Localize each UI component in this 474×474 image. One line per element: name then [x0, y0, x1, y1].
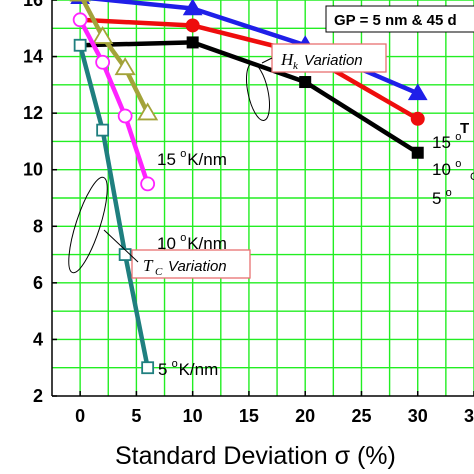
data-point-square [186, 36, 199, 49]
label-tc-5-degree: o [172, 358, 178, 370]
y-tick-label: 10 [23, 160, 43, 180]
series-line [80, 40, 419, 155]
label-tc-10-unit: K/nm [187, 234, 227, 253]
label-hk-5-degree: o [446, 187, 452, 199]
data-point-circle [72, 12, 88, 28]
data-point-circle [140, 176, 156, 192]
label-tc-10: 10 o K/nm [157, 232, 227, 253]
tc-word: Variation [168, 258, 227, 275]
hk-symbol: H [280, 50, 295, 69]
label-tc-5-number: 5 [158, 360, 167, 379]
tick-labels: 2 4 6 8 10 12 14 16 0 5 10 15 20 25 30 35 [23, 0, 474, 426]
series-line [77, 44, 150, 369]
data-point-triangle [92, 25, 114, 44]
x-tick-label: 35 [464, 406, 474, 426]
data-point-square [118, 248, 132, 261]
y-tick-label: 14 [23, 47, 43, 67]
data-point-square [96, 123, 110, 137]
x-tick-label: 25 [351, 406, 371, 426]
label-tc-5: 5 o K/nm [158, 358, 218, 379]
series-4 [72, 12, 156, 192]
data-point-triangle [407, 83, 428, 101]
label-tc-5-unit: K/nm [179, 360, 219, 379]
label-tc-10-degree: o [180, 232, 186, 244]
tc-group-ellipse [68, 176, 108, 274]
tc-subscript: C [155, 266, 163, 278]
text-layer: Standard Deviation σ (%) GP = 5 nm & 45 d… [115, 12, 474, 470]
x-tick-label: 10 [183, 406, 203, 426]
label-hk-10-degree: o [455, 158, 461, 170]
axes [51, 0, 474, 397]
tc-symbol: T [143, 256, 154, 275]
data-point-square [141, 361, 155, 375]
gp-note: GP = 5 nm & 45 d [334, 12, 457, 29]
label-tc-15-degree: o [180, 148, 186, 160]
annotations [68, 5, 474, 279]
x-tick-label: 20 [295, 406, 315, 426]
data-point-circle [117, 108, 133, 124]
series-line [80, 0, 150, 115]
series-3 [69, 0, 159, 121]
hk-variation-box [271, 43, 387, 73]
hk-subscript: k [293, 60, 299, 72]
tc-variation-box [131, 249, 251, 279]
hk-leader-line [261, 57, 273, 64]
y-tick-label: 16 [23, 0, 43, 10]
data-point-triangle [137, 102, 159, 121]
label-hk-15-degree: o [455, 131, 461, 143]
tc-leader-line [103, 229, 139, 263]
y-tick-label: 8 [33, 216, 43, 236]
x-axis-label: Standard Deviation σ (%) [115, 442, 396, 470]
label-hk-5: 5 o [432, 187, 452, 208]
y-tick-label: 2 [33, 386, 43, 406]
hk-group-ellipse [246, 63, 270, 121]
data-point-square [299, 76, 312, 89]
data-point-circle [185, 18, 200, 33]
data-point-square [411, 146, 424, 159]
label-tc-15-number: 15 [157, 150, 176, 169]
x-tick-label: 0 [75, 406, 85, 426]
side-label-c: C [470, 171, 474, 183]
label-hk-15-number: 15 [432, 133, 451, 152]
label-hk-15: 15 o [432, 131, 461, 152]
label-tc-15-unit: K/nm [187, 150, 227, 169]
side-label-t: T [460, 120, 469, 137]
label-hk-10: 10 o [432, 158, 461, 179]
gp-note-box [325, 5, 474, 33]
data-point-square [73, 38, 87, 52]
data-point-triangle [69, 0, 91, 2]
series-line [80, 17, 419, 121]
label-tc-10-number: 10 [157, 234, 176, 253]
y-tick-label: 12 [23, 103, 43, 123]
x-tick-label: 5 [131, 406, 141, 426]
label-hk-10-number: 10 [432, 160, 451, 179]
y-tick-label: 4 [33, 329, 43, 349]
data-point-triangle [182, 0, 203, 16]
hk-word: Variation [304, 52, 363, 69]
series-line [78, 18, 150, 185]
data-point-circle [95, 54, 111, 70]
label-tc-15: 15 o K/nm [157, 148, 227, 169]
data-point-triangle [114, 57, 136, 76]
x-tick-label: 30 [408, 406, 428, 426]
side-label: TC [460, 120, 474, 183]
data-point-circle [410, 111, 425, 126]
x-tick-label: 15 [239, 406, 259, 426]
label-hk-5-number: 5 [432, 189, 441, 208]
y-tick-label: 6 [33, 273, 43, 293]
